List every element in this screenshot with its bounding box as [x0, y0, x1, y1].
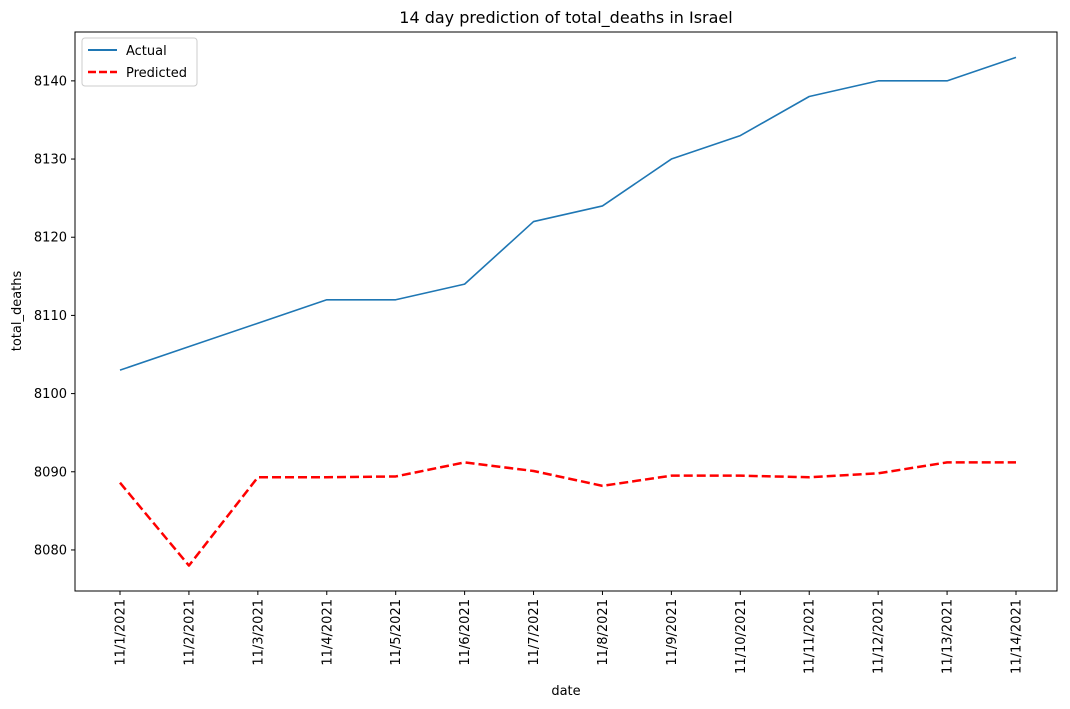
chart-title: 14 day prediction of total_deaths in Isr…: [399, 8, 732, 28]
data-point-actual: [600, 203, 605, 208]
plot-area-frame: [74, 31, 1058, 592]
data-point-predicted: [669, 473, 674, 478]
y-axis-title: total_deaths: [10, 271, 25, 352]
x-tick-label: 11/1/2021: [114, 599, 129, 666]
data-point-predicted: [393, 474, 398, 479]
y-tick-label: 8110: [34, 309, 67, 324]
y-tick-label: 8100: [34, 387, 67, 402]
data-point-actual: [945, 78, 950, 83]
data-point-predicted: [1014, 460, 1019, 465]
data-point-actual: [118, 368, 123, 373]
data-point-predicted: [807, 475, 812, 480]
data-point-predicted: [462, 460, 467, 465]
y-tick-label: 8140: [34, 74, 67, 89]
data-point-predicted: [255, 475, 260, 480]
data-point-actual: [324, 297, 329, 302]
x-tick-label: 11/11/2021: [803, 599, 818, 674]
data-point-actual: [876, 78, 881, 83]
data-point-actual: [393, 297, 398, 302]
data-point-actual: [1014, 55, 1019, 60]
series-line-actual: [119, 56, 1017, 371]
x-axis-title: date: [551, 684, 580, 699]
y-axis: 8080 8090 8100 8110 8120 8130 8140: [34, 74, 75, 558]
data-point-actual: [669, 157, 674, 162]
data-point-predicted: [876, 471, 881, 476]
x-tick-label: 11/3/2021: [251, 599, 266, 666]
data-point-predicted: [945, 460, 950, 465]
data-point-actual: [531, 219, 536, 224]
data-point-actual: [462, 282, 467, 287]
data-point-predicted: [118, 480, 123, 485]
x-tick-label: 11/13/2021: [941, 599, 956, 674]
data-point-predicted: [186, 563, 191, 568]
data-point-actual: [255, 321, 260, 326]
x-tick-label: 11/5/2021: [389, 599, 404, 666]
series-line-predicted: [119, 461, 1016, 567]
x-tick-label: 11/9/2021: [665, 599, 680, 666]
y-tick-label: 8120: [34, 231, 67, 246]
y-tick-label: 8080: [34, 543, 67, 558]
x-tick-label: 11/4/2021: [320, 599, 335, 666]
data-point-predicted: [324, 475, 329, 480]
x-tick-label: 11/6/2021: [458, 599, 473, 666]
x-tick-label: 11/12/2021: [872, 599, 887, 674]
y-tick-label: 8090: [34, 465, 67, 480]
legend-label-actual: Actual: [126, 44, 167, 59]
y-tick-label: 8130: [34, 153, 67, 168]
data-point-predicted: [600, 483, 605, 488]
legend-label-predicted: Predicted: [126, 66, 187, 81]
series-layer: [118, 55, 1019, 568]
data-point-actual: [738, 133, 743, 138]
legend: Actual Predicted: [81, 37, 198, 87]
x-tick-label: 11/14/2021: [1010, 599, 1025, 674]
data-point-actual: [807, 94, 812, 99]
x-tick-label: 11/10/2021: [734, 599, 749, 674]
data-point-actual: [186, 344, 191, 349]
data-point-predicted: [531, 468, 536, 473]
x-tick-label: 11/2/2021: [182, 599, 197, 666]
x-tick-label: 11/8/2021: [596, 599, 611, 666]
data-point-predicted: [738, 473, 743, 478]
x-tick-label: 11/7/2021: [527, 599, 542, 666]
x-axis: 11/1/2021 11/2/2021 11/3/2021 11/4/2021 11/5…: [114, 591, 1025, 674]
